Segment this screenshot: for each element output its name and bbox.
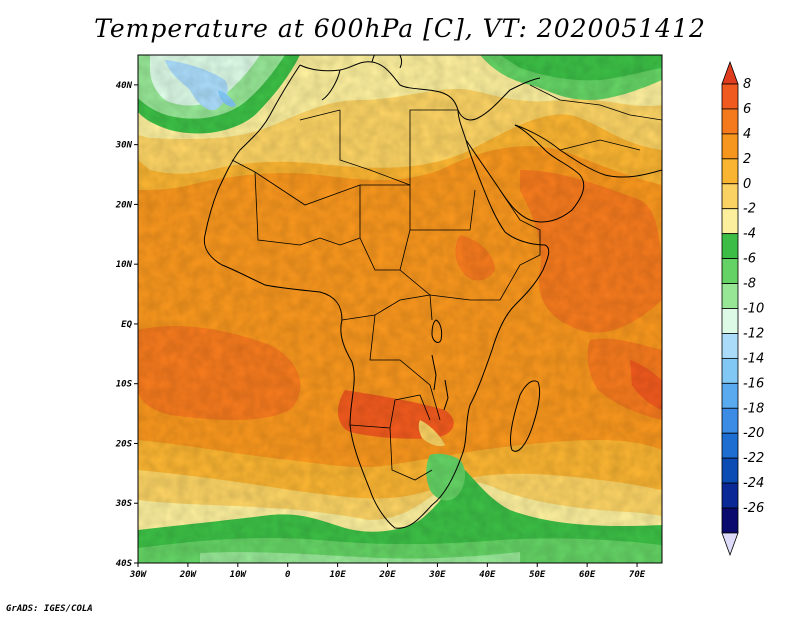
y-tick-label: 10S — [116, 380, 133, 390]
y-tick-label: 40S — [116, 559, 133, 569]
colorbar-segment — [721, 233, 739, 260]
x-tick-label: 0 — [285, 570, 291, 580]
x-tick-label: 30E — [428, 570, 446, 580]
political-borders — [231, 84, 662, 481]
lake-victoria — [431, 319, 443, 343]
colorbar-label: 0 — [743, 177, 751, 192]
map-frame — [137, 54, 663, 564]
colorbar-segment — [721, 432, 739, 459]
y-tick-label: 20S — [115, 439, 133, 449]
y-tick-label: 20N — [115, 200, 133, 210]
coast-persian-gulf — [514, 124, 662, 178]
y-tick-label: 40N — [116, 81, 133, 91]
coast-africa — [203, 64, 550, 529]
colorbar-segment — [721, 407, 739, 434]
colorbar-bottom-triangle — [721, 532, 739, 557]
y-tick-label: 10N — [116, 260, 133, 270]
colorbar: 8 6 4 2 0 -2 -4 -6 -8 -10 -12 -14 -16 -18 -20 -22 -24 -26 — [721, 60, 764, 557]
colorbar-label: -12 — [743, 326, 764, 341]
x-tick-label: 20E — [378, 570, 396, 580]
colorbar-segment — [721, 507, 739, 534]
x-tick-label: 60E — [579, 570, 596, 580]
colorbar-segment — [721, 457, 739, 484]
border-north-africa — [299, 109, 458, 186]
colorbar-segment — [721, 482, 739, 509]
colorbar-label: -20 — [743, 426, 764, 441]
border-middle-east — [529, 84, 662, 151]
chart-title: Temperature at 600hPa [C], VT: 202005141… — [94, 14, 706, 43]
border-horn — [499, 189, 541, 301]
colorbar-segment — [721, 382, 739, 409]
temperature-field — [138, 55, 662, 563]
colorbar-label: 8 — [743, 77, 751, 92]
x-tick-label: 40E — [479, 570, 496, 580]
colorbar-label: 4 — [743, 127, 751, 142]
x-tick-label: 10E — [329, 570, 346, 580]
coast-iberia-italy — [321, 55, 403, 101]
coastlines — [203, 55, 662, 529]
colorbar-label: -18 — [743, 401, 764, 416]
border-south — [349, 394, 433, 481]
colorbar-label: -2 — [743, 202, 756, 217]
x-tick-label: 10W — [230, 570, 248, 580]
y-tick-label: 30S — [115, 499, 133, 509]
grads-credit: GrADS: IGES/COLA — [6, 604, 93, 614]
y-tick-label: EQ — [121, 320, 132, 330]
colorbar-top-triangle — [721, 60, 739, 85]
colorbar-segment — [721, 158, 739, 185]
x-tick-label: 70E — [629, 570, 646, 580]
colorbar-segment — [721, 208, 739, 235]
colorbar-label: -22 — [743, 451, 764, 466]
colorbar-label: -16 — [743, 376, 764, 391]
colorbar-label: 2 — [743, 152, 751, 167]
coast-madagascar — [509, 380, 541, 452]
border-sahara — [231, 159, 476, 231]
colorbar-segment — [721, 133, 739, 160]
lakes-rift — [431, 354, 449, 411]
colorbar-segment — [721, 83, 739, 110]
colorbar-segment — [721, 308, 739, 334]
colorbar-segment — [721, 183, 739, 210]
colorbar-label: -6 — [743, 252, 756, 267]
colorbar-label: -10 — [743, 302, 764, 317]
colorbar-segment — [721, 258, 739, 284]
y-axis-ticks: 40N 30N 20N 10N EQ 10S 20S 30S 40S — [115, 81, 138, 569]
colorbar-segment — [721, 283, 739, 309]
coast-mediterranean — [299, 61, 541, 121]
border-central — [341, 294, 441, 421]
colorbar-label: -26 — [743, 501, 764, 516]
colorbar-label: -4 — [743, 227, 756, 242]
y-tick-label: 30N — [115, 141, 133, 151]
field-texture — [138, 55, 662, 563]
colorbar-label: -24 — [743, 476, 764, 491]
colorbar-segment — [721, 108, 739, 135]
colorbar-segment — [721, 333, 739, 359]
x-tick-label: 30W — [129, 570, 148, 580]
colorbar-label: -14 — [743, 351, 764, 366]
colorbar-label: 6 — [743, 102, 751, 117]
colorbar-segment — [721, 357, 739, 384]
x-tick-label: 50E — [529, 570, 546, 580]
colorbar-label: -8 — [743, 277, 756, 292]
x-axis-ticks: 30W 20W 10W 0 10E 20E 30E 40E 50E 60E 70E — [129, 563, 646, 580]
x-tick-label: 20W — [179, 570, 198, 580]
